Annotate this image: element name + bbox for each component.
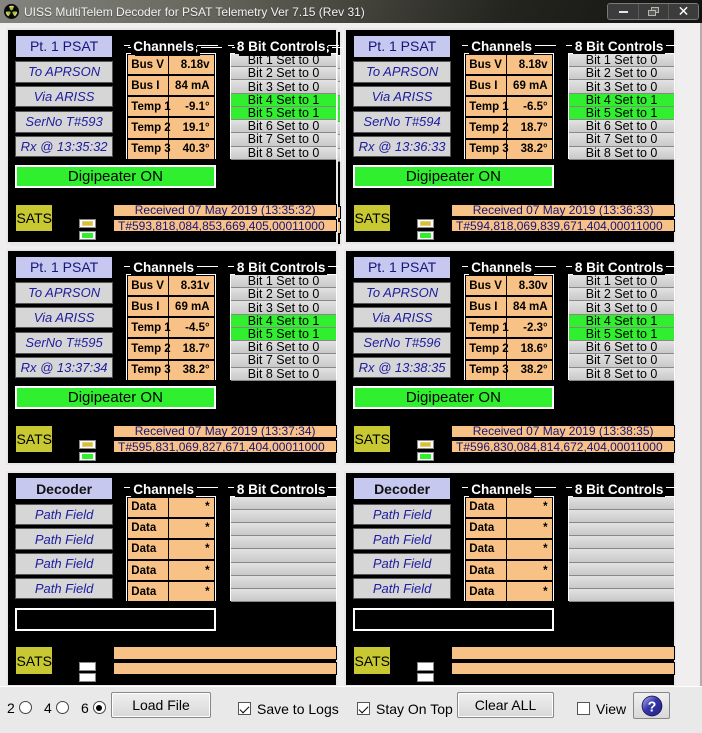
svg-text:?: ? [647,699,656,715]
